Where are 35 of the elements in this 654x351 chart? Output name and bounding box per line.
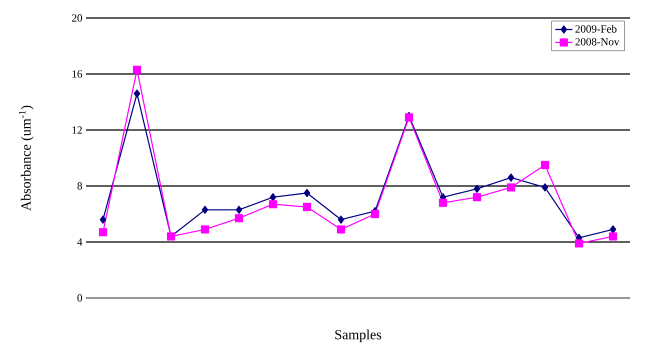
point <box>236 206 242 214</box>
point <box>370 210 380 218</box>
point <box>508 174 514 182</box>
point <box>200 225 210 234</box>
point <box>234 214 244 222</box>
point <box>506 183 516 192</box>
y-tick-label: 16 <box>72 70 82 78</box>
point <box>98 228 108 236</box>
point <box>338 216 344 224</box>
point <box>132 66 142 74</box>
y-tick-label: 4 <box>77 238 82 246</box>
point <box>304 188 310 198</box>
point <box>610 225 616 234</box>
y-tick-label: 0 <box>77 294 82 302</box>
point <box>574 239 584 248</box>
point <box>474 184 480 193</box>
point <box>134 90 140 98</box>
legend-label: 2008-Nov <box>575 38 620 46</box>
point <box>100 216 106 224</box>
point <box>542 183 548 192</box>
point <box>268 200 278 208</box>
legend-label: 2009-Feb <box>575 24 617 33</box>
y-tick-label: 12 <box>72 126 82 134</box>
point <box>540 160 550 170</box>
point <box>438 198 448 207</box>
y-axis-title: Absorbance (um$^{-1}$) <box>18 106 34 211</box>
point <box>608 232 618 240</box>
x-axis-title: Samples <box>335 330 382 342</box>
point <box>202 206 208 214</box>
y-tick-label: 8 <box>77 182 82 190</box>
point <box>336 225 346 234</box>
point <box>302 202 312 212</box>
y-tick-label: 20 <box>72 14 82 22</box>
point <box>472 193 482 202</box>
point <box>270 193 276 202</box>
